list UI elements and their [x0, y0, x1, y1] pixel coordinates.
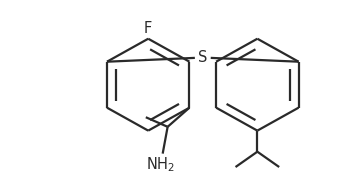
- Text: F: F: [144, 21, 152, 36]
- Text: NH$_2$: NH$_2$: [146, 156, 175, 174]
- Text: S: S: [198, 50, 207, 65]
